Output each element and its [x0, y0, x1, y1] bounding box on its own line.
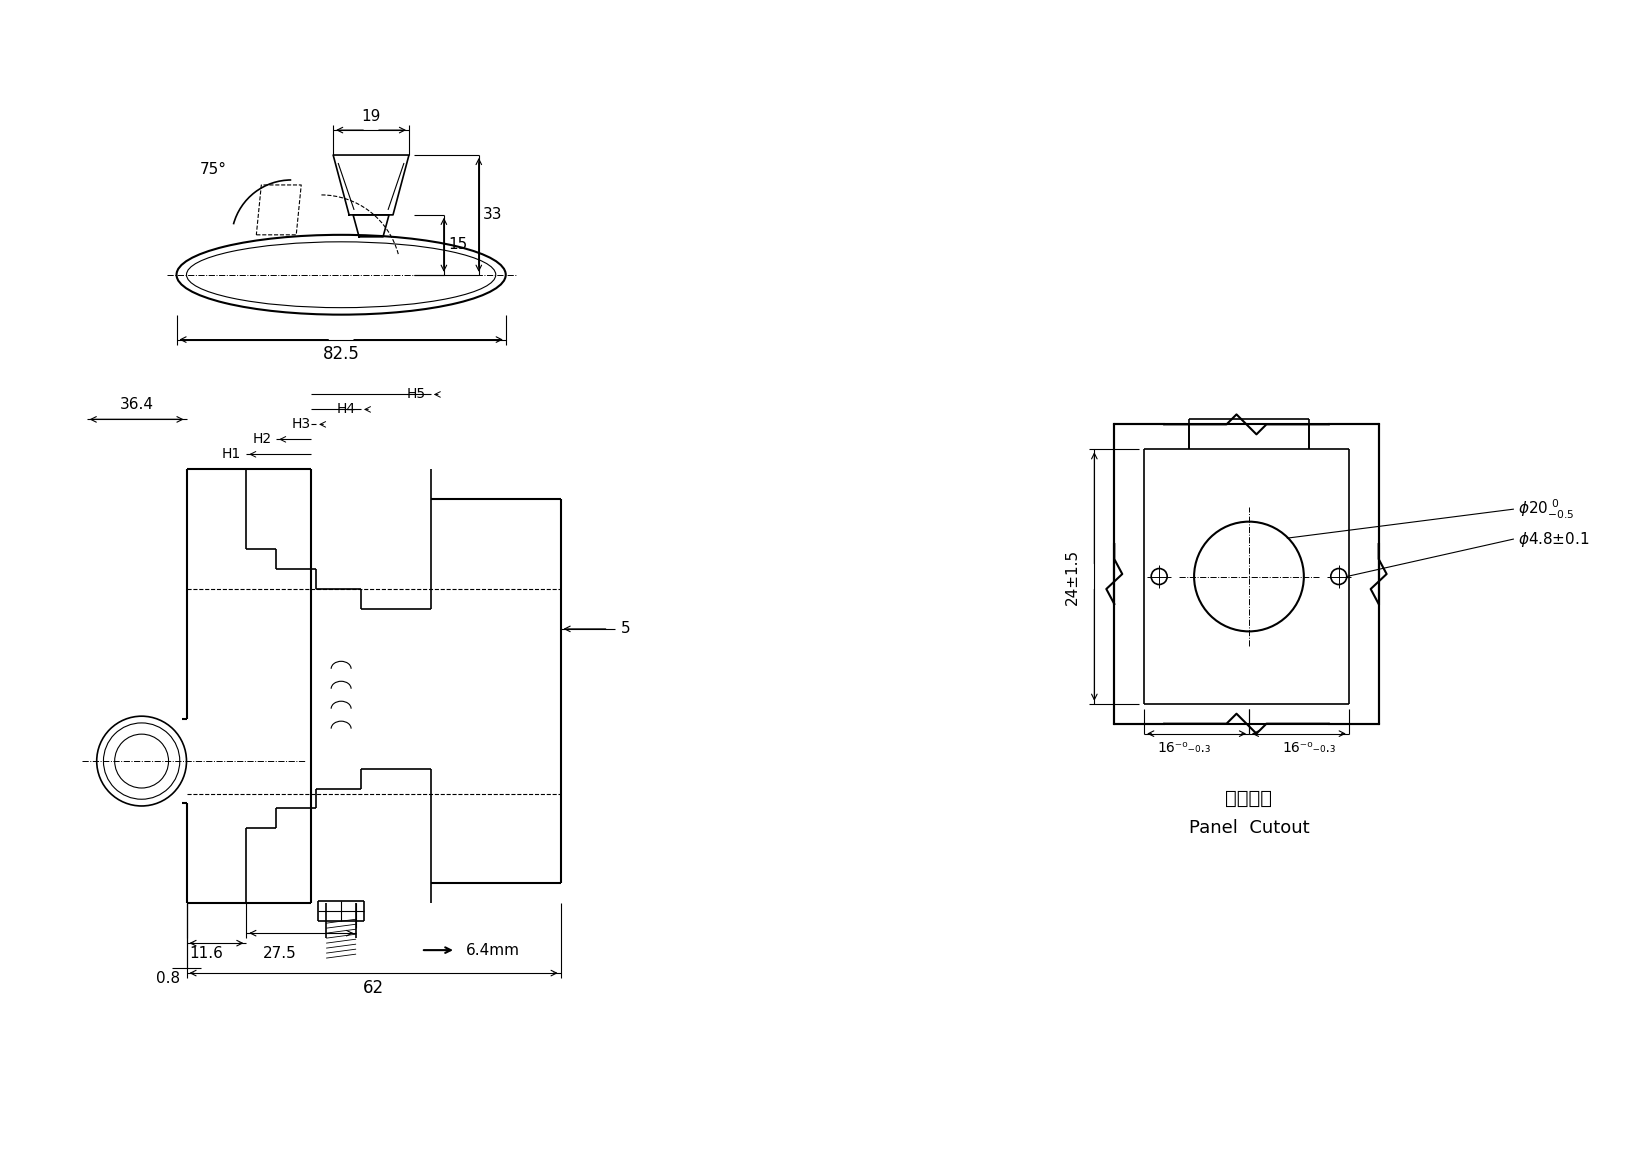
Text: $\phi$4.8$\pm$0.1: $\phi$4.8$\pm$0.1 — [1518, 530, 1590, 548]
Text: 开孔尺寸: 开孔尺寸 — [1224, 789, 1271, 808]
Text: H5: H5 — [406, 387, 426, 401]
Text: Panel  Cutout: Panel Cutout — [1188, 819, 1309, 837]
Text: H4: H4 — [336, 402, 356, 416]
Text: 15: 15 — [447, 237, 467, 253]
Text: 33: 33 — [483, 207, 503, 222]
Text: 6.4mm: 6.4mm — [465, 942, 519, 957]
Text: H3: H3 — [292, 417, 312, 431]
Text: $\phi$20$^{\ 0}_{-0.5}$: $\phi$20$^{\ 0}_{-0.5}$ — [1518, 498, 1573, 520]
Text: 16⁻⁰₋₀.₃: 16⁻⁰₋₀.₃ — [1157, 741, 1211, 755]
Text: 27.5: 27.5 — [263, 946, 295, 961]
Text: 5: 5 — [620, 622, 630, 636]
Text: 36.4: 36.4 — [119, 397, 153, 411]
Text: 24±1.5: 24±1.5 — [1064, 548, 1079, 604]
Text: 16⁻⁰₋₀.₃: 16⁻⁰₋₀.₃ — [1281, 741, 1335, 755]
Text: 62: 62 — [362, 980, 384, 997]
Text: 19: 19 — [361, 109, 380, 124]
Text: 11.6: 11.6 — [189, 946, 224, 961]
Text: 0.8: 0.8 — [157, 970, 181, 985]
Text: 82.5: 82.5 — [323, 345, 359, 362]
Text: 75°: 75° — [199, 162, 227, 178]
Text: H2: H2 — [251, 433, 271, 447]
Text: H1: H1 — [222, 448, 242, 462]
